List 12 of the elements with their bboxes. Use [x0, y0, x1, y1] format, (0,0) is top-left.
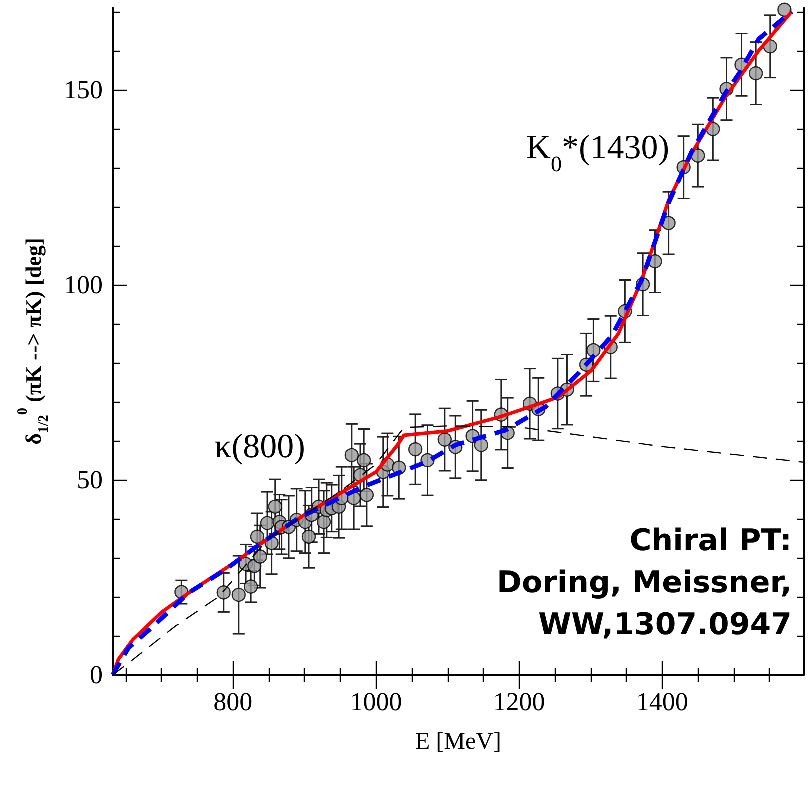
y-tick-label: 100 — [64, 270, 103, 300]
y-tick-label: 0 — [90, 660, 103, 690]
y-axis-title: δ1/20 (πK --> πK) [deg] — [14, 238, 52, 445]
annotation: κ(800) — [214, 428, 306, 466]
x-axis-title: E [MeV] — [416, 729, 502, 756]
x-tick-label: 1400 — [636, 688, 688, 716]
y-tick-label: 150 — [64, 75, 103, 104]
x-tick-label: 800 — [214, 688, 253, 716]
x-tick-label: 1000 — [350, 688, 402, 716]
y-tick-label: 50 — [77, 465, 103, 494]
x-tick-label: 1200 — [493, 688, 546, 716]
annotation: Chiral PT: Doring, Meissner, WW,1307.0947 — [497, 524, 792, 642]
